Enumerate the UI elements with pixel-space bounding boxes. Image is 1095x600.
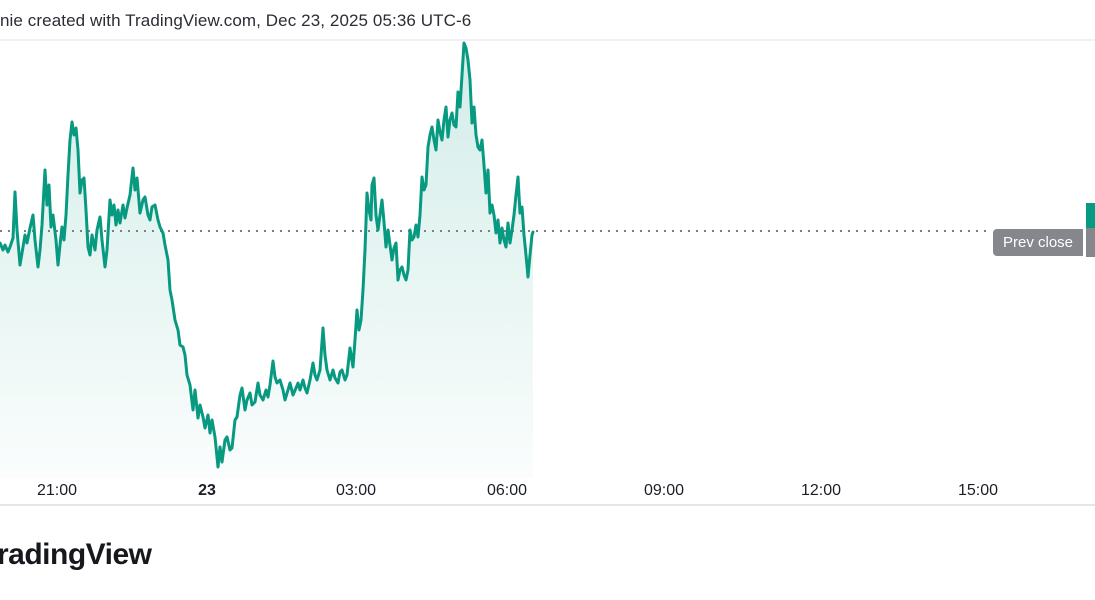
footer-divider xyxy=(0,504,1095,506)
prev-close-label: Prev close xyxy=(993,229,1083,256)
last-price-axis-marker xyxy=(1086,203,1095,228)
chart-top-border xyxy=(0,39,1095,41)
chart-attribution-text: nie created with TradingView.com, Dec 23… xyxy=(0,11,472,30)
tradingview-logo[interactable]: radingView xyxy=(0,538,152,571)
price-line-series xyxy=(0,41,535,469)
price-area-fill xyxy=(0,43,533,478)
prev-close-axis-marker xyxy=(1086,228,1095,257)
